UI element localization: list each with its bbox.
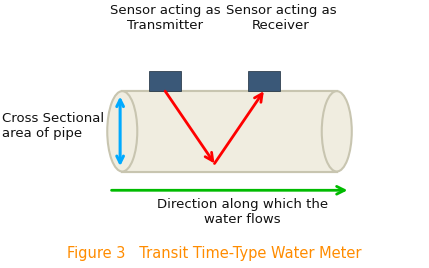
Bar [149,71,181,91]
Text: Figure 3   Transit Time-Type Water Meter: Figure 3 Transit Time-Type Water Meter [67,246,362,261]
Text: Sensor acting as
Receiver: Sensor acting as Receiver [226,4,336,32]
Text: Sensor acting as
Transmitter: Sensor acting as Transmitter [110,4,221,32]
Text: Direction along which the
water flows: Direction along which the water flows [157,198,328,226]
Bar [122,91,337,172]
Text: Cross Sectional
area of pipe: Cross Sectional area of pipe [2,112,104,140]
Ellipse shape [107,91,137,172]
Ellipse shape [322,91,352,172]
Bar [248,71,280,91]
Bar [122,91,337,172]
